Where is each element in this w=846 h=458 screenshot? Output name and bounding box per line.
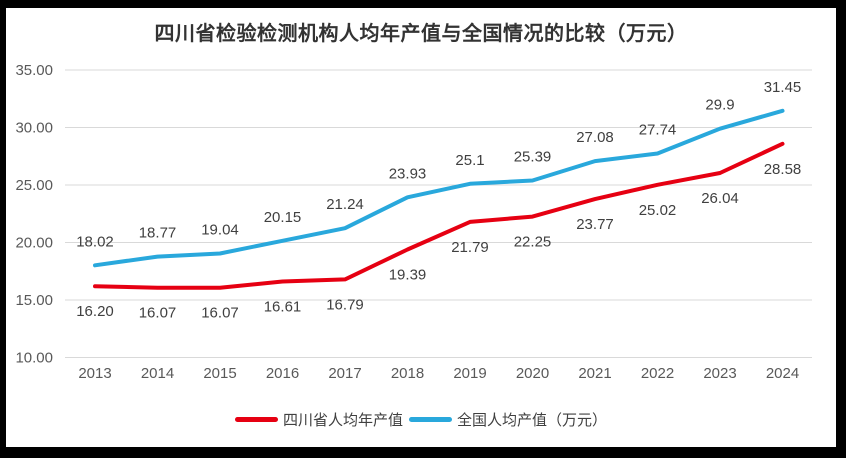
plot-area: 10.00 15.00 20.00 25.00 30.00 35.00 2013 2014 20… [15, 62, 812, 382]
chart: 四川省检验检测机构人均年产值与全国情况的比较（万元） 10.00 15.00 20.… [6, 8, 836, 447]
legend-label-sichuan: 四川省人均年产值 [282, 412, 403, 429]
legend-item-national: 全国人均产值（万元） [409, 409, 607, 430]
y-tick-label: 10.00 [15, 350, 53, 367]
x-tick-label: 2021 [578, 365, 611, 382]
data-label: 31.45 [764, 79, 802, 96]
data-label: 16.20 [76, 303, 114, 320]
x-tick-label: 2018 [391, 365, 424, 382]
legend-label-national: 全国人均产值（万元） [457, 412, 608, 429]
data-label: 23.77 [576, 216, 614, 233]
data-label: 28.58 [764, 161, 802, 178]
data-label: 23.93 [389, 165, 427, 182]
data-label: 27.08 [576, 129, 614, 146]
data-label: 25.1 [455, 152, 484, 169]
y-tick-label: 35.00 [15, 62, 53, 79]
series-line-0 [93, 141, 785, 290]
data-label: 27.74 [639, 121, 677, 138]
legend-swatch-sichuan-line [234, 417, 278, 422]
y-tick-label: 20.00 [15, 235, 53, 252]
data-label: 20.15 [264, 209, 302, 226]
x-tick-label: 2019 [453, 365, 486, 382]
data-label: 18.02 [76, 233, 114, 250]
data-label: 25.39 [514, 149, 552, 166]
data-label: 18.77 [139, 225, 177, 242]
x-tick-label: 2013 [78, 365, 111, 382]
y-tick-label: 30.00 [15, 120, 53, 137]
data-label: 16.07 [139, 305, 177, 322]
data-label: 16.61 [264, 298, 302, 315]
data-label: 25.02 [639, 202, 677, 219]
data-label: 21.24 [326, 196, 364, 213]
data-label: 19.04 [201, 222, 239, 239]
legend: 四川省人均年产值 全国人均产值（万元） [6, 409, 836, 430]
x-tick-label: 2024 [766, 365, 799, 382]
data-label: 19.39 [389, 267, 427, 284]
y-tick-label: 15.00 [15, 292, 53, 309]
x-tick-label: 2016 [266, 365, 299, 382]
data-label: 16.79 [326, 296, 364, 313]
x-tick-label: 2023 [703, 365, 736, 382]
legend-swatch-national-line [409, 417, 452, 422]
x-tick-label: 2020 [516, 365, 549, 382]
data-label: 29.9 [705, 97, 734, 114]
data-label: 16.07 [201, 305, 239, 322]
x-tick-label: 2022 [641, 365, 674, 382]
x-tick-label: 2015 [203, 365, 236, 382]
chart-title: 四川省检验检测机构人均年产值与全国情况的比较（万元） [154, 23, 688, 45]
x-tick-label: 2014 [141, 365, 174, 382]
data-label: 21.79 [451, 239, 489, 256]
data-label: 26.04 [701, 190, 739, 207]
series-line-1 [93, 108, 785, 268]
legend-item-sichuan: 四川省人均年产值 [234, 409, 403, 430]
data-label: 22.25 [514, 234, 552, 251]
x-tick-label: 2017 [328, 365, 361, 382]
y-tick-label: 25.00 [15, 177, 53, 194]
